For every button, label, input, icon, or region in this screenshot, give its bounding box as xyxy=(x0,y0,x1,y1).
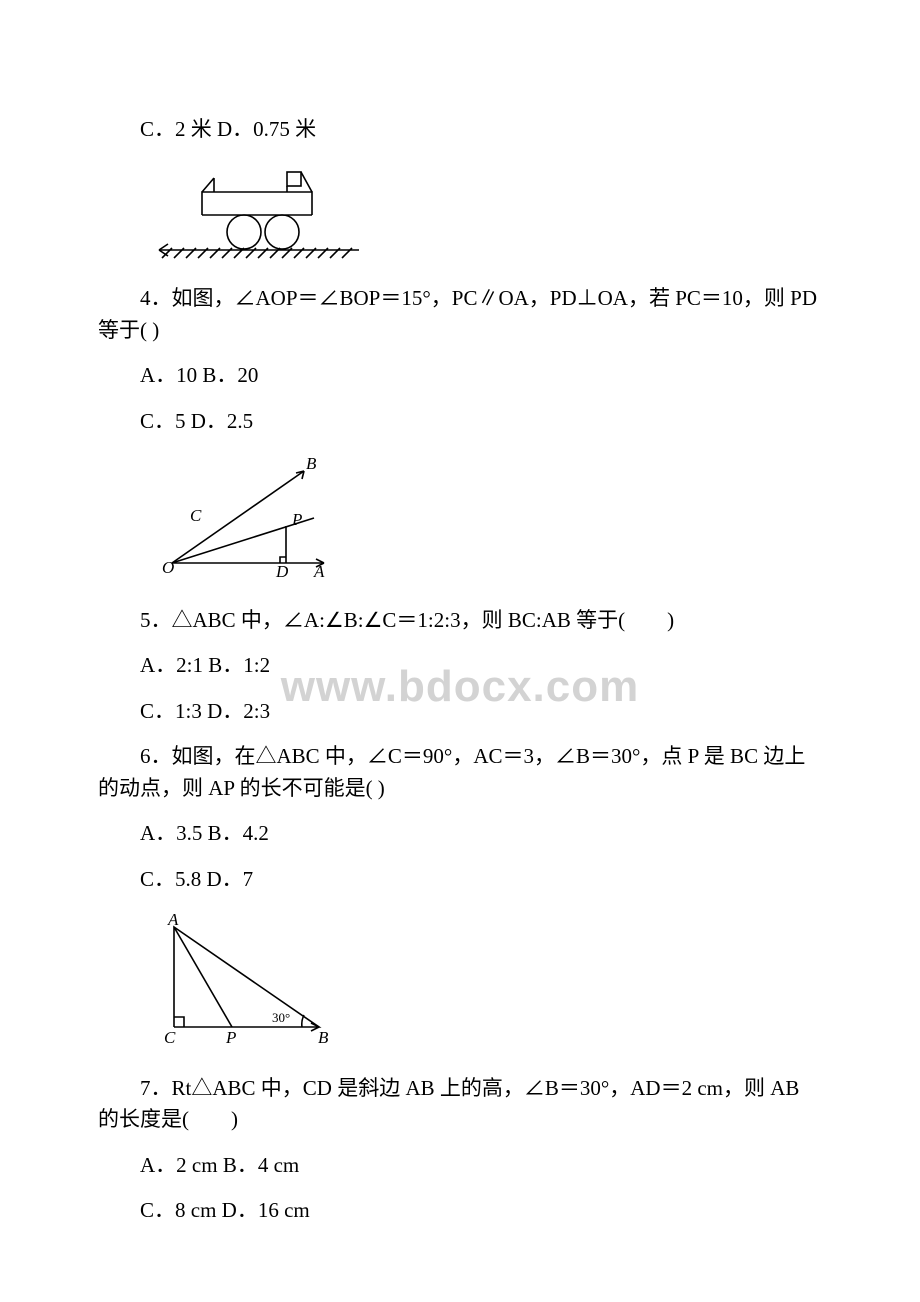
q6-stem: 6．如图，在△ABC 中，∠C＝90°，AC＝3，∠B＝30°，点 P 是 BC… xyxy=(98,741,822,804)
q6-figure: A C B P 30° xyxy=(154,909,822,1059)
svg-text:A: A xyxy=(313,562,325,581)
q5-options-cd: C．1:3 D．2:3 xyxy=(98,696,822,728)
q4-figure: O A B C P D xyxy=(154,451,822,591)
q7-stem: 7．Rt△ABC 中，CD 是斜边 AB 上的高，∠B＝30°，AD＝2 cm，… xyxy=(98,1073,822,1136)
svg-text:C: C xyxy=(164,1028,176,1047)
q4-options-ab: A．10 B．20 xyxy=(98,360,822,392)
q4-options-cd: C．5 D．2.5 xyxy=(98,406,822,438)
q5-options-ab: A．2:1 B．1:2 xyxy=(98,650,822,682)
q7-options-cd: C．8 cm D．16 cm xyxy=(98,1195,822,1227)
svg-text:P: P xyxy=(291,510,302,529)
svg-text:B: B xyxy=(306,454,317,473)
svg-text:A: A xyxy=(167,910,179,929)
q7-options-ab: A．2 cm B．4 cm xyxy=(98,1150,822,1182)
svg-text:O: O xyxy=(162,558,174,577)
q5-stem: 5．△ABC 中，∠A:∠B:∠C＝1:2:3，则 BC:AB 等于( ) xyxy=(98,605,822,637)
q3-figure xyxy=(154,160,822,270)
q6-options-ab: A．3.5 B．4.2 xyxy=(98,818,822,850)
svg-text:C: C xyxy=(190,506,202,525)
q6-options-cd: C．5.8 D．7 xyxy=(98,864,822,896)
q3-options-cd: C．2 米 D．0.75 米 xyxy=(98,114,822,146)
svg-text:30°: 30° xyxy=(272,1010,290,1025)
svg-text:B: B xyxy=(318,1028,329,1047)
svg-text:P: P xyxy=(225,1028,236,1047)
svg-text:D: D xyxy=(275,562,289,581)
q4-stem: 4．如图，∠AOP＝∠BOP＝15°，PC∥OA，PD⊥OA，若 PC＝10，则… xyxy=(98,283,822,346)
